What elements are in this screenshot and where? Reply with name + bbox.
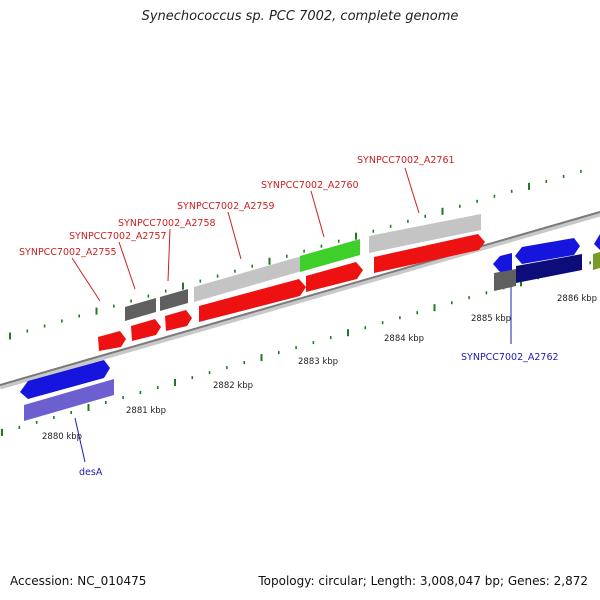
gene-lane-upper [24,214,582,421]
connector-a2755 [71,257,101,302]
kbp-label: 2886 kbp [557,294,597,304]
kbp-label: 2884 kbp [384,334,424,344]
connector-a2757 [118,241,136,290]
gene-a2755[interactable] [98,331,126,351]
gene-a2757[interactable] [131,319,161,341]
gene-label-a2755[interactable]: SYNPCC7002_A2755 [19,247,117,258]
gene-label-a2759[interactable]: SYNPCC7002_A2759 [177,201,275,212]
gene-a2759[interactable] [199,279,306,322]
gene-a2759-upper[interactable] [194,256,302,302]
gene-label-desA[interactable]: desA [79,467,103,478]
gene-label-a2758[interactable]: SYNPCC7002_A2758 [118,218,216,229]
gene-blue-small[interactable] [493,253,512,272]
kbp-label: 2883 kbp [298,357,338,367]
gene-a2761-upper[interactable] [369,214,481,253]
gene-label-a2757[interactable]: SYNPCC7002_A2757 [69,231,167,242]
kbp-label: 2882 kbp [213,381,253,391]
gene-a2760[interactable] [306,262,363,292]
connector-a2761 [404,167,420,214]
label-connectors [71,167,512,463]
connector-a2760 [310,190,325,238]
tick-track-lower [1,261,592,436]
gene-blue-edge[interactable] [594,234,600,250]
gene-desA-lower[interactable] [24,379,114,421]
gene-label-a2761[interactable]: SYNPCC7002_A2761 [357,155,455,166]
gene-a2760-upper[interactable] [300,239,360,272]
genome-title: Synechococcus sp. PCC 7002, complete gen… [141,9,459,24]
gene-right-navy[interactable] [516,254,582,283]
gene-a2762-upper[interactable] [494,269,516,291]
kbp-label: 2880 kbp [42,432,82,442]
genome-backbone [0,211,600,390]
gene-label-a2760[interactable]: SYNPCC7002_A2760 [261,180,359,191]
gene-label-a2762[interactable]: SYNPCC7002_A2762 [461,352,559,363]
gene-blue-right[interactable] [515,238,580,264]
kbp-scale: 2880 kbp 2881 kbp 2882 kbp 2883 kbp 2884… [42,294,597,442]
gene-a2761[interactable] [374,234,485,273]
kbp-label: 2885 kbp [471,314,511,324]
connector-a2759 [227,211,242,260]
gene-a2758-upper[interactable] [160,289,188,311]
connector-desA [74,417,86,463]
gene-lane-lower [20,234,600,399]
tick-track-upper [9,169,582,340]
gene-a2758[interactable] [165,310,192,331]
gene-labels: SYNPCC7002_A2755 SYNPCC7002_A2757 SYNPCC… [19,155,559,478]
connector-a2758 [167,228,171,282]
gene-a2757-upper[interactable] [125,298,156,321]
gene-desA[interactable] [20,360,110,399]
accession-text: Accession: NC_010475 [10,574,147,588]
kbp-label: 2881 kbp [126,406,166,416]
genome-summary: Topology: circular; Length: 3,008,047 bp… [258,574,588,588]
gene-olive-edge[interactable] [593,252,600,270]
